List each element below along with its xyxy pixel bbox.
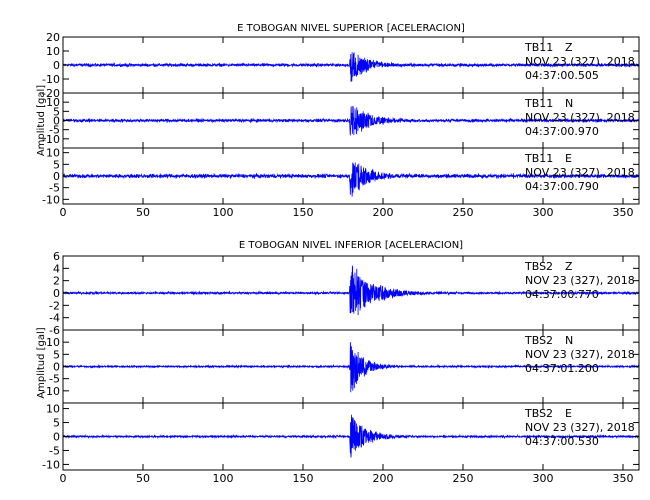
x-tick-label: 300 — [533, 206, 554, 219]
y-tick-label: 5 — [53, 417, 60, 430]
x-tick-label: 150 — [293, 206, 314, 219]
y-tick-label: -10 — [42, 133, 60, 146]
record-time: 04:37:01.200 — [525, 362, 599, 375]
y-tick-label: 0 — [53, 59, 60, 72]
y-axis-label: Amplitud [gal] — [36, 85, 47, 156]
y-tick-label: -5 — [49, 182, 60, 195]
record-time: 04:37:00.970 — [525, 125, 599, 138]
y-tick-label: 2 — [53, 275, 60, 288]
y-tick-label: -10 — [42, 73, 60, 86]
x-tick-label: 200 — [373, 206, 394, 219]
chart-title: E TOBOGAN NIVEL SUPERIOR [ACELERACION] — [237, 23, 465, 34]
x-tick-label: 250 — [453, 206, 474, 219]
station-label: TB11 — [524, 41, 553, 54]
y-tick-label: -6 — [49, 324, 60, 337]
component-label: E — [565, 152, 572, 165]
y-tick-label: 5 — [53, 158, 60, 171]
x-tick-label: 150 — [293, 472, 314, 485]
station-label: TBS2 — [524, 334, 553, 347]
x-tick-label: 100 — [213, 472, 234, 485]
record-date: NOV 23 (327), 2018 — [525, 421, 635, 434]
y-tick-label: 10 — [46, 96, 60, 109]
trace-panel-tbs2-n — [62, 329, 640, 404]
record-date: NOV 23 (327), 2018 — [525, 111, 635, 124]
component-label: E — [565, 407, 572, 420]
record-date: NOV 23 (327), 2018 — [525, 274, 635, 287]
y-tick-label: -10 — [42, 193, 60, 206]
x-tick-label: 200 — [373, 472, 394, 485]
waveform-line — [62, 162, 640, 197]
record-time: 04:37:00.530 — [525, 435, 599, 448]
y-tick-label: -5 — [49, 373, 60, 386]
component-label: N — [565, 334, 573, 347]
station-label: TB11 — [524, 97, 553, 110]
waveform-line — [62, 342, 640, 393]
trace-panel-tb11-e — [62, 147, 640, 205]
station-label: TB11 — [524, 152, 553, 165]
x-tick-label: 350 — [613, 206, 634, 219]
y-tick-label: -10 — [42, 458, 60, 471]
y-tick-label: -20 — [42, 87, 60, 100]
record-time: 04:37:00.505 — [525, 69, 599, 82]
trace-panel-tbs2-e — [62, 402, 640, 471]
y-tick-label: 10 — [46, 336, 60, 349]
component-label: N — [565, 97, 573, 110]
y-tick-label: -10 — [42, 385, 60, 398]
waveform-line — [62, 106, 640, 136]
y-axis-label: Amplitud [gal] — [36, 327, 47, 398]
y-tick-label: 5 — [53, 348, 60, 361]
y-tick-label: -4 — [49, 312, 60, 325]
record-time: 04:37:00.790 — [525, 180, 599, 193]
y-tick-label: 10 — [46, 403, 60, 416]
record-date: NOV 23 (327), 2018 — [525, 166, 635, 179]
y-tick-label: 10 — [46, 45, 60, 58]
y-tick-label: 0 — [53, 361, 60, 374]
y-tick-label: 0 — [53, 115, 60, 128]
x-tick-label: 250 — [453, 472, 474, 485]
y-tick-label: 0 — [53, 431, 60, 444]
component-label: Z — [565, 260, 573, 273]
x-tick-label: 300 — [533, 472, 554, 485]
waveform-line — [62, 265, 640, 316]
y-tick-label: 5 — [53, 105, 60, 118]
x-tick-label: 50 — [136, 206, 150, 219]
y-tick-label: 0 — [53, 170, 60, 183]
x-tick-label: 0 — [60, 472, 67, 485]
x-tick-label: 100 — [213, 206, 234, 219]
y-tick-label: -5 — [49, 124, 60, 137]
x-tick-label: 0 — [60, 206, 67, 219]
waveform-line — [62, 414, 640, 458]
y-tick-label: 4 — [53, 262, 60, 275]
y-tick-label: 6 — [53, 250, 60, 263]
record-time: 04:37:00.770 — [525, 288, 599, 301]
x-tick-label: 350 — [613, 472, 634, 485]
station-label: TBS2 — [524, 407, 553, 420]
x-tick-label: 50 — [136, 472, 150, 485]
y-tick-label: -2 — [49, 299, 60, 312]
y-tick-label: 10 — [46, 147, 60, 160]
waveform-line — [62, 52, 640, 82]
record-date: NOV 23 (327), 2018 — [525, 55, 635, 68]
y-tick-label: 0 — [53, 287, 60, 300]
component-label: Z — [565, 41, 573, 54]
y-tick-label: 20 — [46, 31, 60, 44]
chart-title: E TOBOGAN NIVEL INFERIOR [ACELERACION] — [239, 240, 463, 251]
y-tick-label: -5 — [49, 444, 60, 457]
station-label: TBS2 — [524, 260, 553, 273]
record-date: NOV 23 (327), 2018 — [525, 348, 635, 361]
